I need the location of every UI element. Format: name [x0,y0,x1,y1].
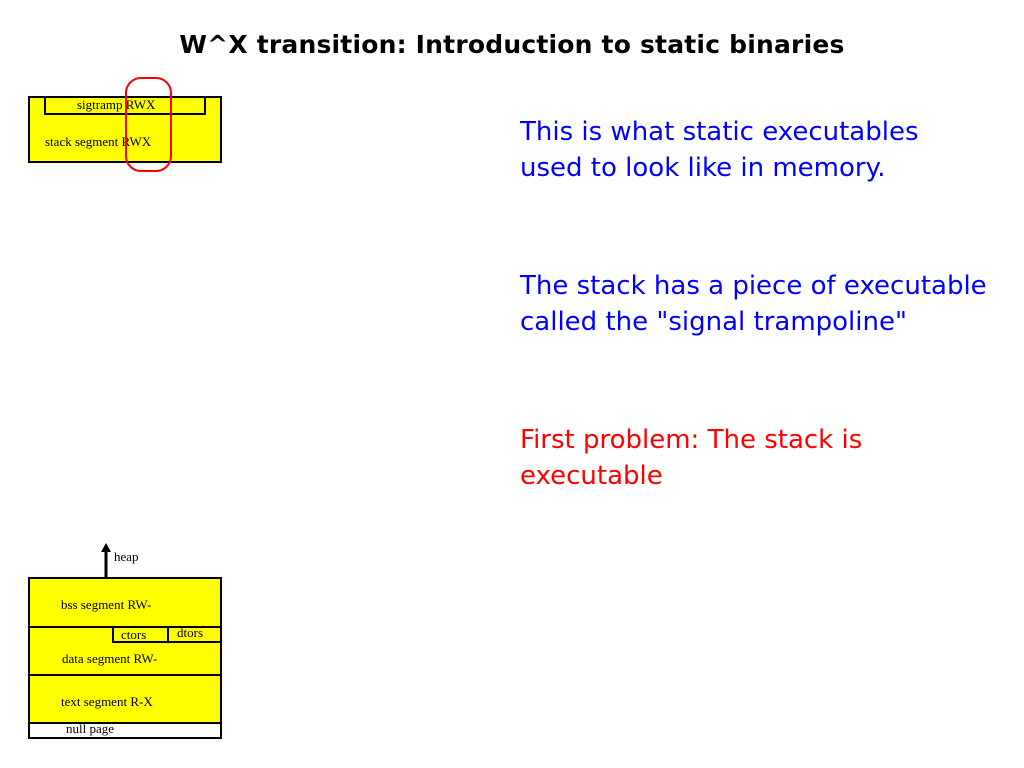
note-first-problem: First problem: The stack is executable [520,425,863,491]
slide-title: W^X transition: Introduction to static b… [179,30,845,59]
text-segment-label: text segment R-X [61,694,153,709]
bss-segment-label: bss segment RW- [61,597,152,612]
stack-segment-label: stack segment RWX [45,134,152,149]
note-signal-trampoline: The stack has a piece of executable call… [520,271,987,337]
sigtramp-label: sigtramp RWX [77,97,156,112]
heap-label: heap [114,549,139,564]
rwx-highlight-oval [125,77,172,172]
dtors-label: dtors [177,625,203,640]
data-segment-label: data segment RW- [62,651,158,666]
heap-arrow-icon [101,543,111,579]
dtors-box [167,626,222,643]
null-page-label: null page [66,721,115,736]
ctors-label: ctors [121,627,147,642]
note-static-layout: This is what static executables used to … [520,117,919,183]
null-page-box [28,722,222,739]
